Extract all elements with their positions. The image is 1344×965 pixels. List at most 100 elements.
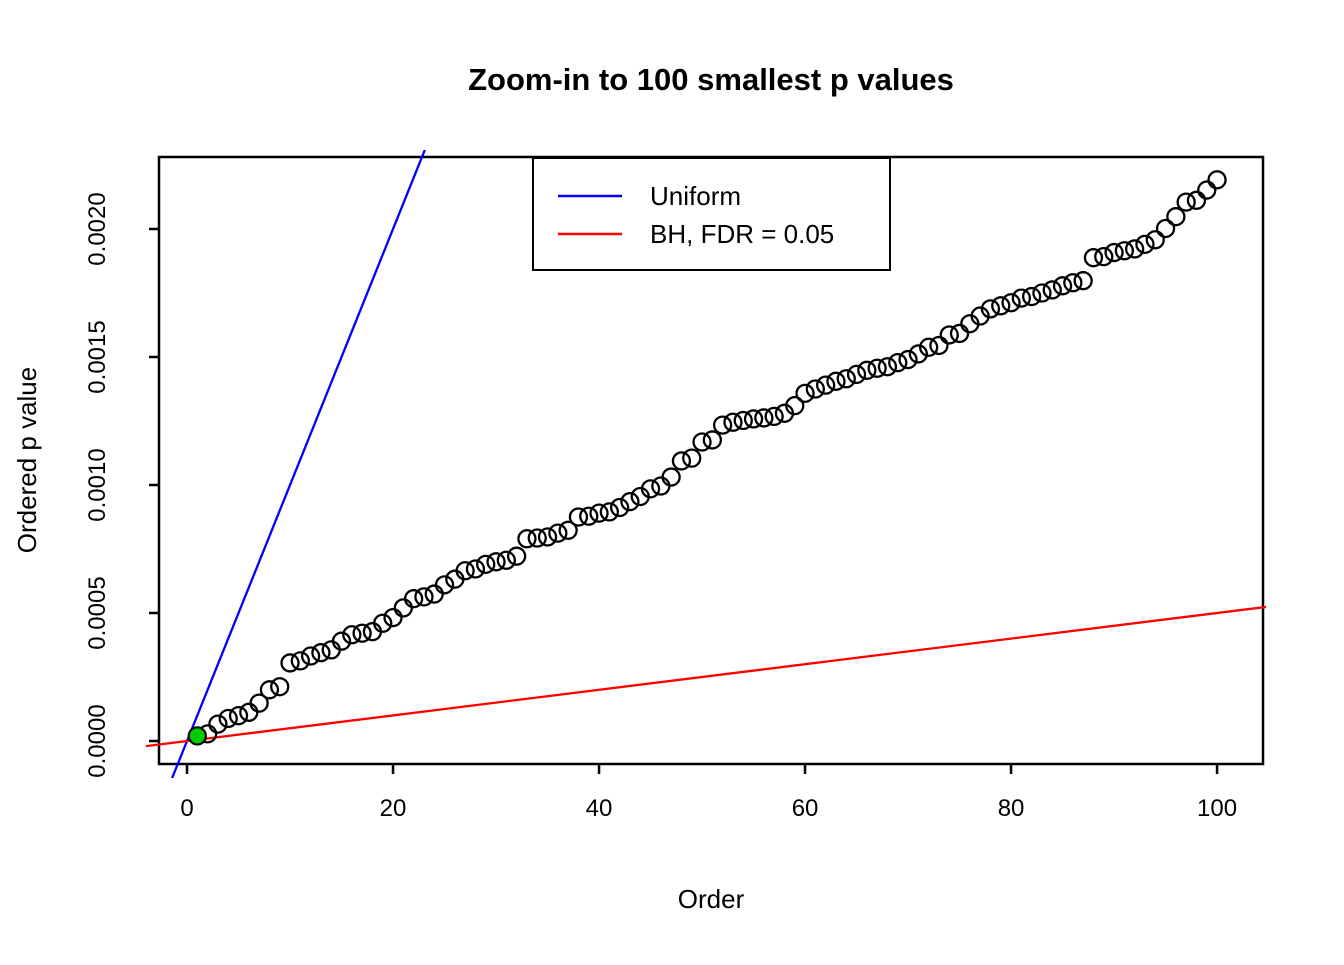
data-point	[826, 371, 846, 391]
data-point	[548, 523, 568, 543]
data-point	[1052, 276, 1073, 296]
data-point	[1022, 286, 1042, 307]
data-point	[888, 352, 908, 373]
data-point	[980, 299, 1001, 319]
data-point	[517, 529, 537, 549]
data-point	[321, 640, 341, 660]
data-point	[311, 643, 331, 663]
data-point	[733, 410, 753, 431]
data-point	[785, 395, 805, 416]
data-point	[1042, 280, 1062, 300]
data-point	[259, 680, 280, 700]
data-point	[558, 520, 578, 540]
data-point	[465, 559, 486, 579]
data-point	[290, 651, 310, 671]
data-point	[1145, 230, 1165, 250]
data-point	[939, 325, 959, 345]
data-point	[383, 607, 403, 628]
data-point	[1186, 190, 1207, 210]
x-axis-title: Order	[678, 884, 745, 914]
data-point	[599, 502, 619, 522]
data-point	[1197, 180, 1217, 200]
chart-title: Zoom-in to 100 smallest p values	[468, 62, 954, 97]
data-point	[867, 358, 887, 378]
y-tick-label: 0.0005	[84, 576, 111, 649]
data-point	[1166, 207, 1186, 227]
reference-lines	[146, 150, 1266, 778]
data-point	[877, 357, 898, 377]
y-tick-label: 0.0020	[84, 192, 111, 265]
uniform-line	[170, 150, 427, 778]
scatter-points	[187, 170, 1227, 746]
data-point	[589, 503, 609, 523]
y-axis-title: Ordered p value	[12, 367, 42, 553]
data-point	[846, 364, 867, 385]
data-point	[1125, 239, 1145, 259]
data-point	[723, 412, 743, 432]
data-point	[331, 631, 352, 651]
highlight-points	[189, 728, 205, 744]
x-axis: 0 20 40 60 80 100	[180, 764, 1237, 822]
data-point	[352, 623, 372, 643]
data-point	[671, 451, 692, 471]
legend-box	[532, 157, 891, 271]
data-point	[815, 375, 836, 395]
data-point	[342, 625, 362, 645]
data-point	[270, 677, 290, 697]
data-point	[857, 360, 877, 380]
x-tick-label: 80	[998, 795, 1025, 822]
data-point	[537, 527, 558, 547]
data-point	[702, 430, 722, 450]
data-point	[579, 506, 599, 526]
data-point	[1094, 246, 1114, 267]
y-tick-label: 0.0000	[84, 704, 111, 777]
data-point	[300, 646, 321, 666]
data-point	[609, 497, 630, 518]
data-point	[908, 344, 928, 364]
data-point	[373, 613, 393, 633]
x-tick-label: 100	[1197, 795, 1237, 822]
significant-point	[189, 728, 205, 744]
data-point	[651, 476, 671, 496]
data-point	[228, 706, 249, 726]
data-point	[1104, 242, 1124, 263]
data-point	[506, 546, 527, 566]
data-point	[455, 561, 475, 581]
data-point	[1011, 288, 1032, 308]
data-point	[496, 550, 516, 570]
x-tick-label: 60	[792, 795, 819, 822]
data-point	[424, 584, 444, 604]
y-axis: 0.0000 0.0005 0.0010 0.0015 0.0020	[84, 192, 159, 778]
data-point	[743, 409, 764, 429]
data-point	[898, 349, 918, 370]
legend-label-uniform: Uniform	[650, 181, 741, 211]
data-point	[620, 491, 640, 512]
data-point	[568, 507, 589, 527]
data-point	[414, 587, 434, 607]
data-point	[393, 598, 413, 618]
data-point	[754, 408, 774, 428]
data-point	[805, 379, 825, 399]
data-point	[1135, 234, 1155, 255]
data-point	[1001, 293, 1021, 313]
data-point	[486, 552, 506, 572]
data-point	[1176, 192, 1196, 212]
data-point	[1114, 241, 1135, 261]
legend: Uniform BH, FDR = 0.05	[532, 157, 891, 271]
data-point	[434, 575, 455, 595]
data-point	[403, 589, 424, 609]
data-point	[1155, 218, 1176, 239]
data-point	[208, 714, 228, 734]
data-point	[218, 708, 238, 729]
data-point	[239, 702, 259, 722]
data-point	[795, 383, 815, 403]
data-point	[187, 726, 207, 746]
data-point	[836, 369, 856, 389]
data-point	[692, 432, 712, 452]
y-tick-label: 0.0010	[84, 448, 111, 521]
data-point	[764, 406, 784, 427]
data-point	[1073, 271, 1093, 291]
data-point	[249, 693, 269, 713]
